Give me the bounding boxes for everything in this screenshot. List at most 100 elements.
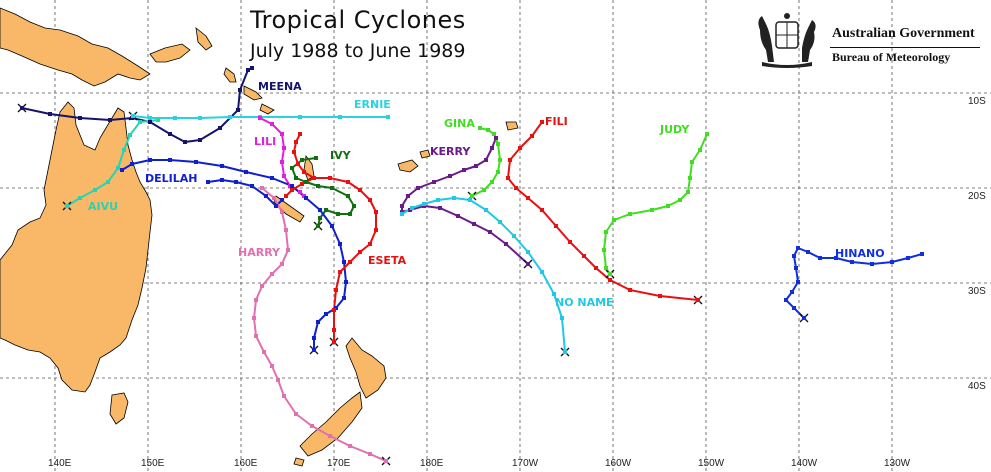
track-point-fili [582,254,586,258]
label-aivu: AIVU [88,200,119,213]
track-point-hinano [890,260,894,264]
track-point-harry [348,444,352,448]
track-point-kerry [416,186,420,190]
lon-label-160w: 160W [605,458,632,469]
track-point-gina [470,194,474,198]
track-point-ernie [298,115,302,119]
lon-label-140w: 140W [791,458,818,469]
track-point-harry [286,248,290,252]
track-point-ernie [386,115,390,119]
track-point-judy [602,248,606,252]
track-point-delilah [342,260,346,264]
track-point-harry [328,434,332,438]
track-point-ivy [300,158,304,162]
track-point-ivy [316,184,320,188]
track-point-kerry [400,204,404,208]
track-point-fili [658,294,662,298]
track-point-hinano [850,260,854,264]
track-point-eseta [358,250,362,254]
track-point-no-name [484,208,488,212]
track-hinano [785,247,923,319]
track-point-eseta [348,260,352,264]
track-point-ernie [148,116,152,120]
track-point-no-name [422,202,426,206]
track-point-ivy [330,186,334,190]
track-point-delilah [194,160,198,164]
track-point-no-name [526,250,530,254]
track-point-hinano [784,298,788,302]
track-point-kerry [494,136,498,140]
track-point-lili [282,146,286,150]
track-point-no-name [468,198,472,202]
track-point-delilah [312,348,316,352]
track-point-judy [698,148,702,152]
track-point-eseta [346,180,350,184]
track-point-no-name [563,350,567,354]
track-point-eseta [374,228,378,232]
track-point-harry [276,378,280,382]
track-point-kerry [490,146,494,150]
track-point-hinano [792,254,796,258]
track-point-delilah-hook [206,180,210,184]
track-point-meena [78,116,82,120]
track-point-no-name [452,196,456,200]
track-point-harry [310,424,314,428]
track-point-harry [254,334,258,338]
track-point-fili [594,266,598,270]
track-point-judy [650,208,654,212]
track-harry [253,187,387,462]
track-point-harry [260,284,264,288]
title-block: Tropical Cyclones July 1988 to June 1989 [250,6,466,62]
track-point-no-name [560,316,564,320]
track-point-gina [498,158,502,162]
track-point-aivu [122,148,126,152]
track-point-harry [252,316,256,320]
track-point-meena [238,88,242,92]
label-meena: MEENA [258,80,302,93]
new-britain-island [149,43,191,63]
track-point-hinano [806,250,810,254]
track-point-delilah [130,162,134,166]
track-meena [21,67,253,143]
track-point-hinano [796,246,800,250]
track-point-no-name [400,212,404,216]
track-point-eseta-loop [312,176,316,180]
track-point-meena [108,118,112,122]
agency-name-line2: Bureau of Meteorology [832,50,951,64]
map-subtitle: July 1988 to June 1989 [250,40,466,62]
track-point-gina [496,142,500,146]
lon-label-170w: 170W [512,458,539,469]
track-point-judy [612,218,616,222]
track-point-hinano [920,252,924,256]
track-point-ivy [294,176,298,180]
track-point-hinano [794,266,798,270]
track-point-harry [270,364,274,368]
track-point-harry [272,196,276,200]
track-point-delilah [304,196,308,200]
track-point-delilah [168,158,172,162]
track-point-ivy [352,204,356,208]
track-point-judy [608,272,612,276]
track-point-lili [280,132,284,136]
track-point-delilah [270,176,274,180]
track-point-delilah-hook [220,178,224,182]
track-point-eseta [294,140,298,144]
track-point-delilah [312,336,316,340]
track-point-ivy [324,208,328,212]
label-ivy: IVY [330,149,351,162]
lat-label-40s: 40S [968,381,986,392]
track-point-eseta [328,176,332,180]
track-point-kerry [462,168,466,172]
track-point-delilah-hook [250,184,254,188]
new-ireland-island [195,27,213,51]
track-point-eseta [296,162,300,166]
label-lili: LILI [254,135,277,148]
track-point-harry [384,459,388,463]
track-point-eseta [358,188,362,192]
lat-label-10s: 10S [968,96,986,107]
track-point-eseta [374,210,378,214]
track-point-hinano [870,262,874,266]
track-point-fili [540,120,544,124]
track-point-hinano [834,256,838,260]
track-point-delilah [342,296,346,300]
